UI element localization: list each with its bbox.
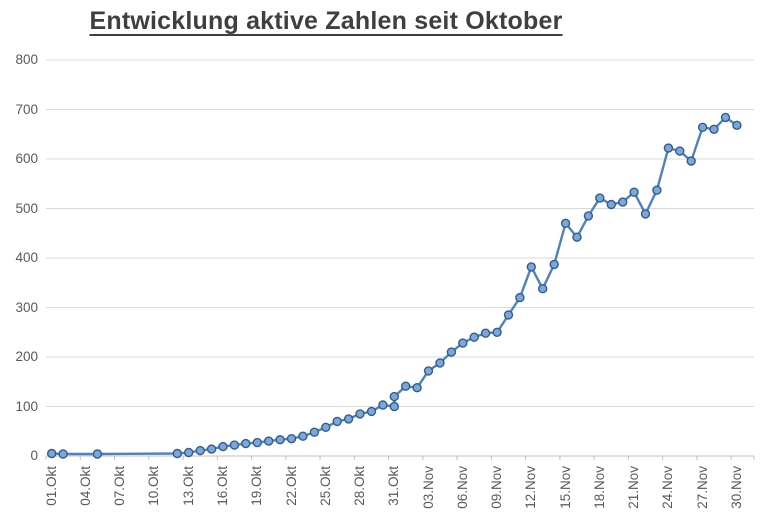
x-axis-label: 25.Okt — [317, 466, 333, 506]
y-axis-label: 500 — [15, 200, 38, 216]
x-axis-label: 09.Nov — [489, 466, 505, 509]
data-point-marker — [47, 448, 57, 459]
y-axis-label: 300 — [15, 299, 38, 315]
data-point-marker — [675, 146, 685, 156]
data-point-marker — [469, 332, 479, 342]
data-point-marker — [401, 381, 411, 391]
y-axis-label: 200 — [15, 349, 38, 364]
data-point-marker — [332, 416, 342, 427]
data-point-marker — [412, 383, 422, 393]
y-axis-label: 100 — [15, 398, 38, 414]
x-axis-label: 18.Nov — [591, 466, 607, 509]
y-axis-label: 800 — [15, 52, 38, 67]
data-point-marker — [709, 124, 719, 135]
data-point-marker — [618, 197, 628, 207]
data-point-marker — [218, 441, 228, 452]
data-point-marker — [446, 347, 457, 357]
data-point-marker — [58, 449, 68, 459]
x-axis-label: 03.Nov — [420, 466, 436, 509]
data-point-marker — [264, 436, 274, 446]
data-point-marker — [697, 122, 708, 133]
x-axis-label: 15.Nov — [557, 466, 573, 509]
data-point-marker — [343, 414, 354, 424]
data-point-marker — [366, 406, 377, 417]
data-point-marker — [275, 435, 285, 445]
data-point-marker — [458, 338, 468, 348]
data-point-marker — [172, 448, 183, 459]
x-axis-label: 31.Okt — [386, 466, 402, 506]
data-point-marker — [606, 199, 616, 210]
x-axis-label: 04.Okt — [77, 466, 93, 506]
data-point-marker — [321, 422, 331, 432]
data-point-marker — [492, 327, 502, 337]
data-point-marker — [389, 401, 399, 412]
data-point-marker — [252, 437, 262, 448]
data-point-marker — [629, 187, 639, 197]
data-point-marker — [378, 400, 388, 410]
data-point-marker — [92, 449, 103, 459]
x-axis-label: 07.Okt — [112, 466, 128, 506]
x-axis-label: 28.Okt — [352, 466, 368, 506]
data-point-marker — [663, 143, 674, 153]
data-point-marker — [241, 438, 251, 449]
data-point-marker — [229, 440, 240, 450]
x-axis-label: 27.Nov — [694, 466, 710, 509]
x-axis-label: 21.Nov — [626, 466, 642, 509]
data-point-marker — [309, 427, 320, 437]
data-point-marker — [560, 218, 571, 229]
x-axis-label: 22.Okt — [283, 466, 299, 506]
data-point-marker — [652, 185, 662, 195]
x-axis-label: 12.Nov — [523, 466, 539, 509]
data-point-marker — [686, 156, 696, 166]
y-axis-label: 0 — [30, 448, 38, 463]
chart-title: Entwicklung aktive Zahlen seit Oktober — [89, 7, 563, 35]
data-point-marker — [526, 262, 536, 272]
data-point-marker — [640, 209, 651, 219]
x-axis-label: 01.Okt — [43, 466, 59, 506]
data-point-marker — [503, 310, 514, 320]
data-point-marker — [538, 284, 548, 294]
x-axis-label: 10.Okt — [146, 466, 162, 506]
data-point-marker — [206, 444, 217, 454]
x-axis-label: 13.Okt — [180, 466, 196, 506]
data-point-marker — [515, 292, 525, 303]
x-axis-label: 30.Nov — [728, 466, 744, 509]
data-point-marker — [389, 391, 399, 402]
x-axis-label: 16.Okt — [215, 466, 230, 506]
y-axis-label: 600 — [15, 151, 38, 166]
data-point-marker — [732, 120, 742, 131]
data-point-marker — [572, 232, 582, 242]
data-point-marker — [286, 434, 297, 444]
data-point-marker — [298, 431, 308, 441]
x-axis-label: 19.Okt — [249, 466, 265, 506]
x-axis-label: 06.Nov — [454, 466, 470, 509]
data-point-marker — [595, 193, 605, 203]
y-axis-label: 400 — [15, 250, 38, 265]
data-point-marker — [183, 447, 194, 458]
data-point-marker — [355, 409, 365, 419]
data-point-marker — [720, 112, 731, 123]
data-point-marker — [583, 211, 594, 221]
x-axis-label: 24.Nov — [660, 466, 676, 509]
data-point-marker — [549, 259, 559, 270]
y-axis-label: 700 — [15, 101, 38, 117]
data-point-marker — [435, 358, 445, 368]
data-point-marker — [423, 366, 434, 376]
data-point-marker — [480, 328, 491, 338]
data-point-marker — [195, 445, 205, 456]
